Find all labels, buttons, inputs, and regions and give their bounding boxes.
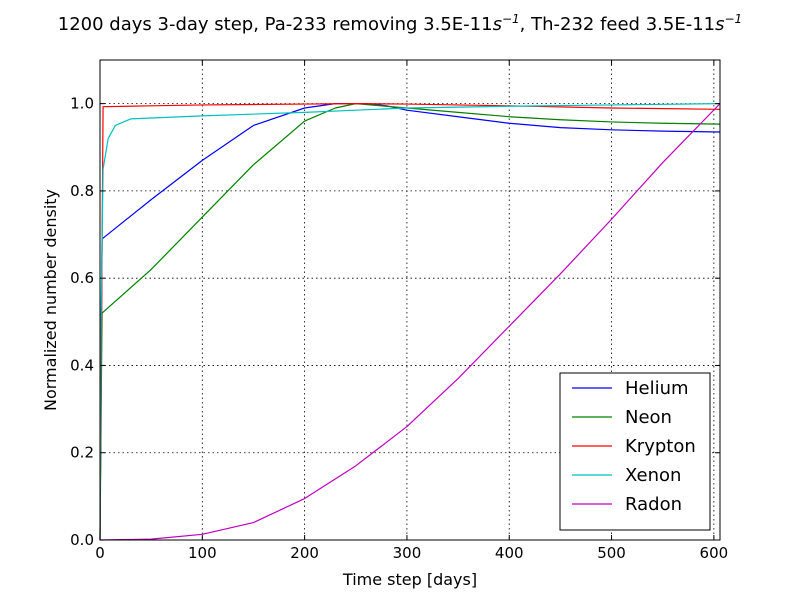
- legend-label-krypton: Krypton: [625, 436, 696, 457]
- title-part-1: 1200 days 3-day step, Pa-233 removing 3.…: [58, 14, 493, 35]
- legend-label-helium: Helium: [625, 378, 689, 399]
- series-line-krypton: [99, 103, 721, 541]
- x-tick-label: 100: [188, 544, 217, 562]
- title-exponent-power-2: −1: [725, 12, 743, 26]
- legend-label-xenon: Xenon: [625, 465, 681, 486]
- title-exponent-base-1: s: [493, 14, 502, 35]
- chart-title: 1200 days 3-day step, Pa-233 removing 3.…: [58, 12, 742, 35]
- x-tick-label: 300: [393, 544, 422, 562]
- x-tick-label: 600: [700, 544, 729, 562]
- legend-label-neon: Neon: [625, 407, 672, 428]
- series-line-radon: [99, 103, 721, 541]
- y-tick-label: 0.6: [70, 269, 94, 287]
- legend: Helium Neon Krypton Xenon Radon: [559, 372, 711, 531]
- x-tick-label: 200: [290, 544, 319, 562]
- x-tick-label: 500: [597, 544, 626, 562]
- grid: [100, 60, 720, 540]
- title-exponent-power-1: −1: [502, 12, 520, 26]
- y-axis-label: Normalized number density: [41, 189, 60, 411]
- x-axis-label: Time step [days]: [342, 570, 477, 589]
- x-tick-label: 0: [95, 544, 105, 562]
- legend-label-radon: Radon: [625, 494, 682, 515]
- series-line-helium: [99, 103, 721, 541]
- y-tick-label: 0.4: [70, 356, 94, 374]
- series-line-xenon: [99, 103, 721, 541]
- y-tick-label: 0.2: [70, 444, 94, 462]
- series-lines: [99, 103, 721, 541]
- y-tick-label: 1.0: [70, 95, 94, 113]
- axis-ticks: 0 100 200 300 400 500 600 0.0 0.2 0.4 0.6 0.8 1.0: [70, 60, 728, 562]
- title-part-2: , Th-232 feed 3.5E-11: [520, 14, 715, 35]
- plot-area-frame: [99, 59, 721, 541]
- title-exponent-base-2: s: [715, 14, 724, 35]
- y-tick-label: 0.8: [70, 182, 94, 200]
- y-tick-label: 0.0: [70, 531, 94, 549]
- x-tick-label: 400: [495, 544, 524, 562]
